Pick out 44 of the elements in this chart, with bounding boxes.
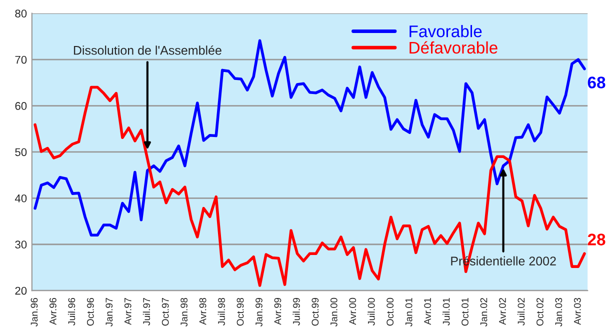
x-tick-label: Avr.01: [424, 298, 431, 325]
x-tick-label: Oct.01: [462, 298, 468, 326]
y-tick-label: 20: [15, 286, 27, 295]
line-series: [34, 86, 586, 287]
x-tick-label: Avr.99: [274, 298, 282, 325]
x-tick-label: Avr.00: [349, 298, 356, 325]
x-tick-label: Oct.99: [312, 298, 319, 326]
x-tick-label: Avr.02: [499, 298, 506, 325]
y-tick-label: 60: [15, 102, 27, 110]
legend-label: Défavorable: [410, 41, 498, 54]
annotation: Dissolution de l'Assemblée: [74, 45, 222, 55]
x-tick-label: Juil.98: [218, 298, 225, 326]
y-tick-label: 30: [15, 240, 27, 249]
x-tick-label: Jan.01: [405, 298, 412, 327]
x-tick-label: Jan.98: [180, 298, 188, 327]
x-tick-label: Juil.99: [292, 298, 300, 326]
x-tick-label: Avr.96: [50, 298, 56, 325]
x-tick-label: Juil.96: [68, 298, 76, 326]
y-tick-label: 50: [15, 148, 27, 156]
y-tick-label: 80: [15, 10, 27, 18]
x-tick-label: Jan.99: [256, 298, 262, 327]
x-tick-label: Oct.97: [162, 298, 169, 326]
x-tick-label: Juil.00: [368, 298, 375, 326]
data-label: 68: [588, 76, 606, 88]
x-tick-label: Oct.98: [236, 298, 244, 326]
x-tick-label: Jan.00: [330, 298, 338, 327]
y-tick-label: 40: [14, 194, 27, 202]
x-tick-label: Oct.96: [86, 298, 94, 326]
x-tick-label: Oct.00: [386, 298, 394, 326]
line-series: [34, 39, 586, 237]
x-tick-label: Oct.02: [536, 298, 544, 326]
x-tick-label: Juil.02: [518, 298, 525, 326]
x-tick-label: Juil.01: [442, 298, 450, 326]
x-tick-label: Jan.03: [555, 298, 562, 327]
x-tick-label: Avr.97: [124, 298, 132, 325]
x-tick-label: Avr.03: [574, 298, 581, 325]
y-tick-label: 70: [15, 56, 27, 64]
legend-label: Favorable: [410, 25, 482, 38]
x-tick-label: Jan.97: [106, 298, 113, 327]
x-tick-label: Jan.96: [30, 298, 38, 327]
x-tick-label: Juil.97: [142, 298, 150, 326]
data-label: 28: [588, 234, 606, 246]
x-tick-label: Jan.02: [480, 298, 488, 327]
x-tick-label: Avr.98: [199, 298, 206, 325]
